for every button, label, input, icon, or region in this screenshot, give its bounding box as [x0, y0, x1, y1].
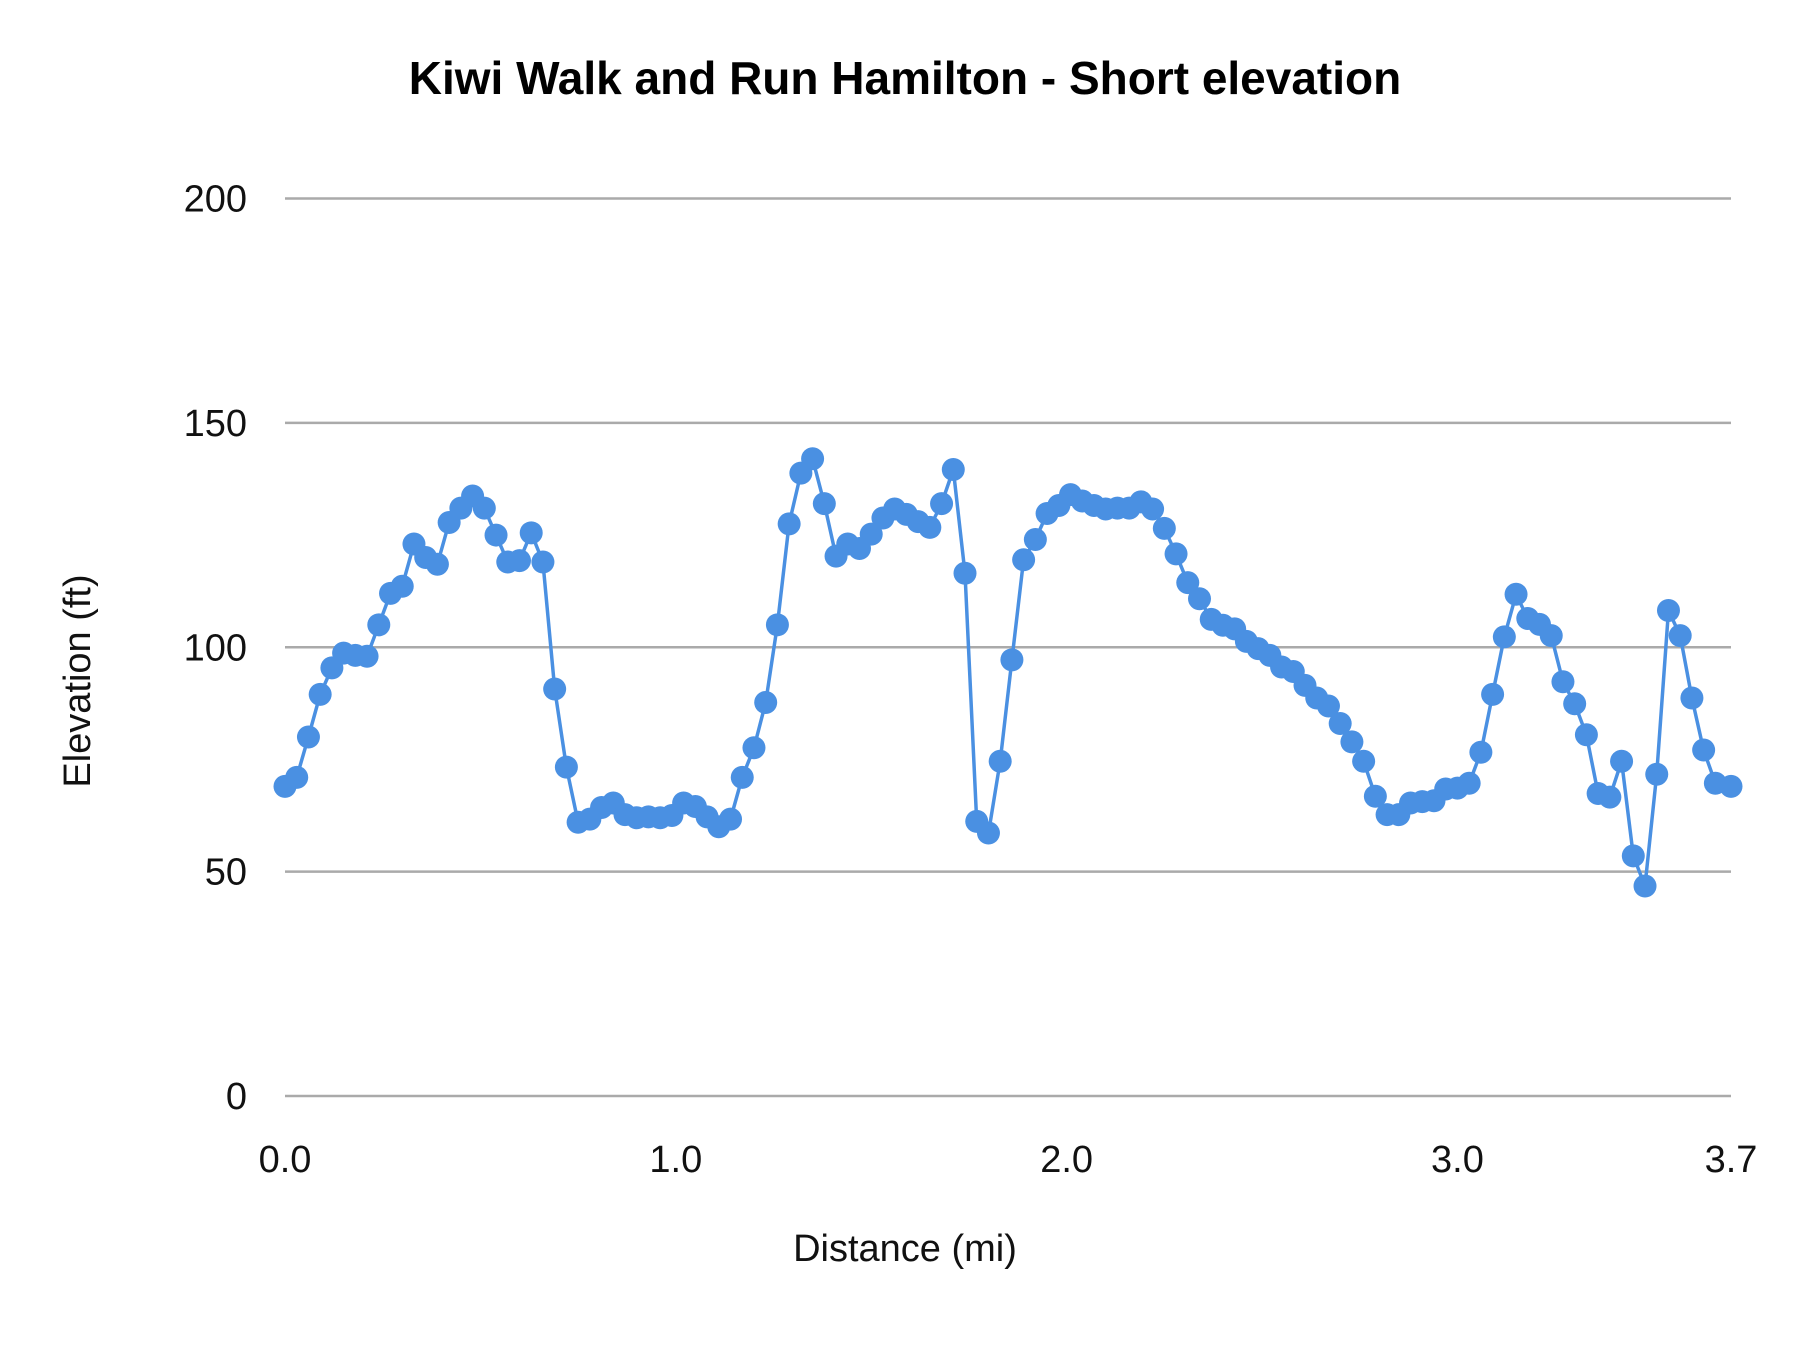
data-point: [1012, 548, 1036, 572]
x-tick-label: 3.0: [1431, 1139, 1484, 1181]
data-point: [988, 749, 1012, 773]
data-point: [1469, 740, 1493, 764]
data-point: [484, 523, 508, 547]
data-point: [285, 765, 309, 789]
x-tick-label: 3.7: [1705, 1139, 1758, 1181]
data-point: [308, 682, 332, 706]
y-tick-label: 100: [184, 627, 247, 669]
data-point: [742, 736, 766, 760]
data-point: [554, 755, 578, 779]
x-axis-ticks: 0.0 1.0 2.0 3.0 3.7: [259, 1139, 1758, 1181]
gridlines: [285, 197, 1731, 1098]
data-point: [730, 765, 754, 789]
data-point: [1481, 682, 1505, 706]
data-point: [801, 447, 825, 471]
data-point: [1176, 571, 1200, 595]
data-point: [754, 690, 778, 714]
data-point: [1610, 749, 1634, 773]
data-point: [472, 496, 496, 520]
data-point: [1492, 625, 1516, 649]
data-point: [1023, 528, 1047, 552]
x-tick-label: 0.0: [259, 1139, 312, 1181]
data-point: [953, 561, 977, 585]
data-point: [1152, 516, 1176, 540]
data-point: [296, 725, 320, 749]
x-axis-label: Distance (mi): [793, 1228, 1017, 1270]
data-point: [765, 613, 789, 637]
data-point: [1645, 762, 1669, 786]
data-point: [1563, 692, 1587, 716]
y-tick-label: 0: [226, 1076, 247, 1118]
y-axis-ticks: 0 50 100 150 200: [184, 179, 247, 1119]
data-point: [1692, 738, 1716, 762]
series-line: [283, 457, 1732, 888]
data-point: [941, 458, 965, 482]
chart-title: Kiwi Walk and Run Hamilton - Short eleva…: [409, 52, 1401, 104]
data-point: [812, 492, 836, 516]
data-point: [918, 515, 942, 539]
data-point: [1574, 723, 1598, 747]
data-point: [519, 521, 543, 545]
y-tick-label: 50: [205, 852, 247, 894]
data-point: [1340, 730, 1364, 754]
data-point: [1504, 582, 1528, 606]
data-point: [425, 552, 449, 576]
x-tick-label: 1.0: [649, 1139, 702, 1181]
data-point: [507, 549, 531, 573]
data-point: [777, 512, 801, 536]
data-point: [543, 677, 567, 701]
data-point: [531, 550, 555, 574]
data-point: [1719, 774, 1743, 798]
data-point: [930, 492, 954, 516]
data-point: [1164, 542, 1188, 566]
data-point: [859, 522, 883, 546]
data-point: [976, 821, 1000, 845]
data-point: [355, 644, 379, 668]
data-point: [1000, 648, 1024, 672]
data-point: [1598, 785, 1622, 809]
y-axis-label: Elevation (ft): [57, 574, 99, 787]
data-point: [1551, 670, 1575, 694]
data-point: [1656, 598, 1680, 622]
data-point: [367, 613, 391, 637]
data-point: [1328, 712, 1352, 736]
y-tick-label: 150: [184, 403, 247, 445]
data-point: [1539, 624, 1563, 648]
data-point: [719, 807, 743, 831]
data-point: [1633, 874, 1657, 898]
data-point: [1668, 624, 1692, 648]
data-point: [390, 574, 414, 598]
data-point: [1621, 844, 1645, 868]
data-point: [1457, 771, 1481, 795]
data-point: [1187, 587, 1211, 611]
data-point: [1352, 749, 1376, 773]
elevation-series: [273, 447, 1743, 898]
data-point: [1363, 784, 1387, 808]
y-tick-label: 200: [184, 179, 247, 221]
x-tick-label: 2.0: [1040, 1139, 1093, 1181]
data-point: [1316, 694, 1340, 718]
data-point: [1141, 497, 1165, 521]
data-point: [1680, 686, 1704, 710]
